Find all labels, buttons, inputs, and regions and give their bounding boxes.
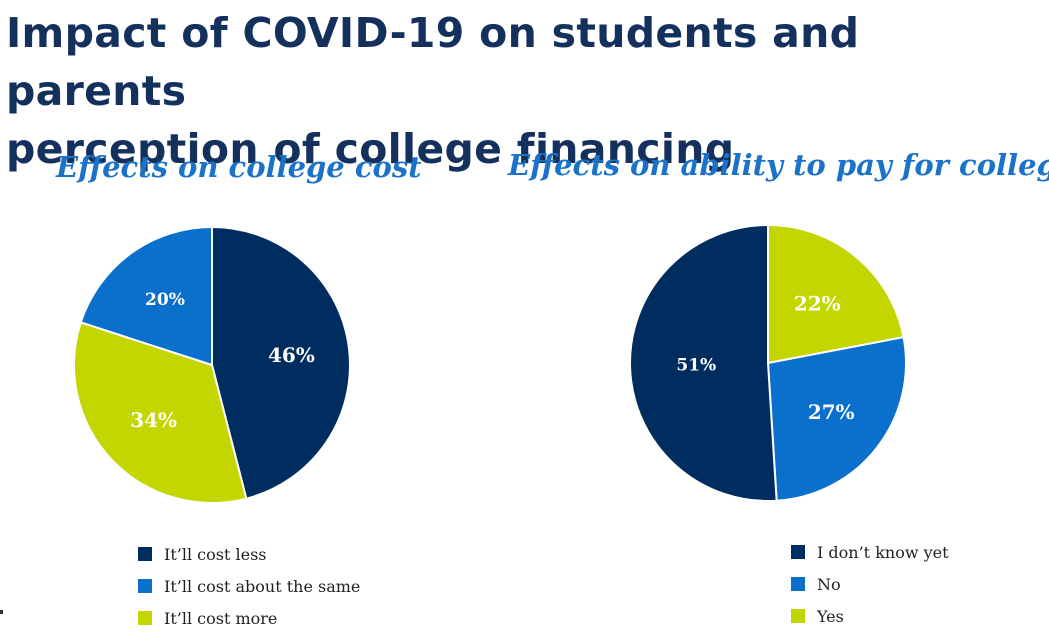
- legend-swatch: [791, 577, 805, 591]
- legend-college-cost: It’ll cost less It’ll cost about the sam…: [138, 538, 360, 634]
- legend-label: It’ll cost less: [164, 544, 267, 564]
- pie-slice: [73, 321, 248, 504]
- pie-data-label: 27%: [808, 400, 855, 424]
- legend-item: Yes: [791, 600, 949, 632]
- pie-slice: [767, 223, 905, 365]
- pie-slice: [766, 335, 907, 502]
- page-title: Impact of COVID-19 on students and paren…: [6, 4, 1046, 178]
- pie-data-label: 20%: [145, 290, 185, 310]
- legend-item: No: [791, 568, 949, 600]
- legend-label: I don’t know yet: [817, 542, 949, 562]
- legend-item: I don’t know yet: [791, 536, 949, 568]
- legend-swatch: [791, 609, 805, 623]
- legend-label: It’ll cost more: [164, 608, 278, 628]
- pie-chart-college-cost: 46% 34% 20%: [73, 225, 351, 504]
- legend-swatch: [138, 611, 152, 625]
- chart-title-college-cost: Effects on college cost: [56, 150, 422, 184]
- pie-slice: [79, 225, 213, 367]
- legend-label: Yes: [817, 606, 844, 626]
- legend-ability-to-pay: I don’t know yet No Yes: [791, 536, 949, 632]
- legend-swatch: [791, 545, 805, 559]
- pie-chart-ability-to-pay: 22% 27% 51%: [629, 223, 907, 502]
- legend-label: No: [817, 574, 841, 594]
- legend-swatch: [138, 579, 152, 593]
- legend-label: It’ll cost about the same: [164, 576, 361, 596]
- slide-edge-mark: [0, 610, 3, 614]
- pie-data-label: 51%: [676, 355, 716, 375]
- pie-slice: [629, 223, 778, 502]
- pie-slice: [211, 225, 351, 500]
- pie-data-label: 46%: [268, 343, 315, 367]
- legend-item: It’ll cost about the same: [138, 570, 360, 602]
- pie-data-label: 22%: [794, 291, 841, 315]
- page-title-line-1: Impact of COVID-19 on students and paren…: [6, 9, 860, 115]
- legend-item: It’ll cost more: [138, 602, 360, 634]
- legend-item: It’ll cost less: [138, 538, 360, 570]
- pie-data-label: 34%: [130, 408, 177, 432]
- legend-swatch: [138, 547, 152, 561]
- page-title-line-2: perception of college financing: [6, 125, 735, 173]
- chart-title-ability-to-pay: Effects on ability to pay for college: [508, 148, 1049, 182]
